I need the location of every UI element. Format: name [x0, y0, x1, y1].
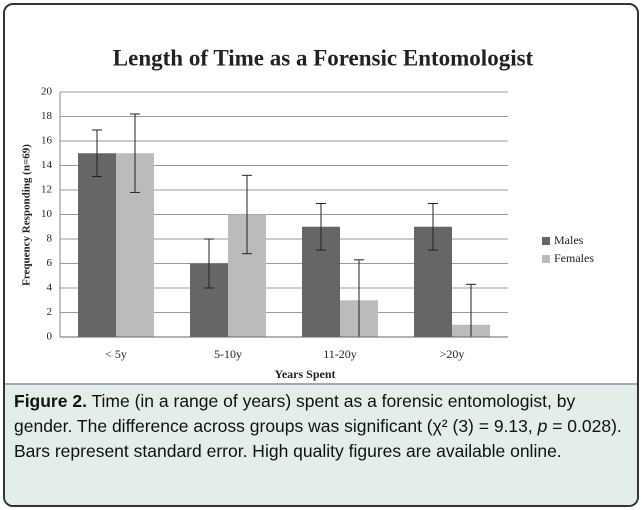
caption: Figure 2. Time (in a range of years) spe…	[5, 383, 637, 505]
error-bar	[204, 238, 214, 289]
y-tick-label: 18	[41, 110, 53, 122]
y-tick-label: 12	[41, 184, 52, 196]
y-tick-label: 6	[47, 257, 53, 269]
legend-label: Females	[554, 251, 594, 265]
y-tick-label: 16	[41, 135, 53, 147]
y-tick-label: 8	[47, 233, 53, 245]
y-tick-label: 2	[47, 306, 53, 318]
y-tick-label: 14	[41, 159, 53, 171]
y-tick-label: 10	[41, 208, 53, 220]
x-tick-label: < 5y	[105, 347, 127, 361]
y-tick-label: 20	[41, 86, 53, 98]
error-bar	[242, 174, 252, 255]
error-bar	[130, 113, 140, 193]
chart: Length of Time as a Forensic Entomologis…	[21, 45, 595, 381]
x-tick-label: >20y	[440, 347, 465, 361]
caption-text: Time (in a range of years) spent as a fo…	[14, 391, 576, 436]
y-axis-label: Frequency Responding (n=69)	[21, 144, 33, 286]
error-bar	[428, 202, 438, 251]
error-bar	[92, 129, 102, 178]
caption-text: = 0.028). Bars represent standard error.…	[14, 416, 622, 461]
legend-swatch	[542, 237, 550, 245]
bar	[78, 153, 116, 337]
y-tick-label: 0	[47, 331, 53, 343]
caption-italic: p	[537, 416, 548, 436]
y-tick-label: 4	[47, 282, 53, 294]
caption-label: Figure 2.	[14, 391, 87, 411]
legend-label: Males	[554, 233, 584, 247]
x-tick-label: 5-10y	[214, 347, 242, 361]
legend-swatch	[542, 255, 550, 263]
error-bar	[316, 202, 326, 251]
chart-title: Length of Time as a Forensic Entomologis…	[113, 45, 534, 70]
x-tick-label: 11-20y	[323, 347, 357, 361]
figure: Length of Time as a Forensic Entomologis…	[3, 3, 639, 507]
x-axis-label: Years Spent	[274, 367, 335, 381]
